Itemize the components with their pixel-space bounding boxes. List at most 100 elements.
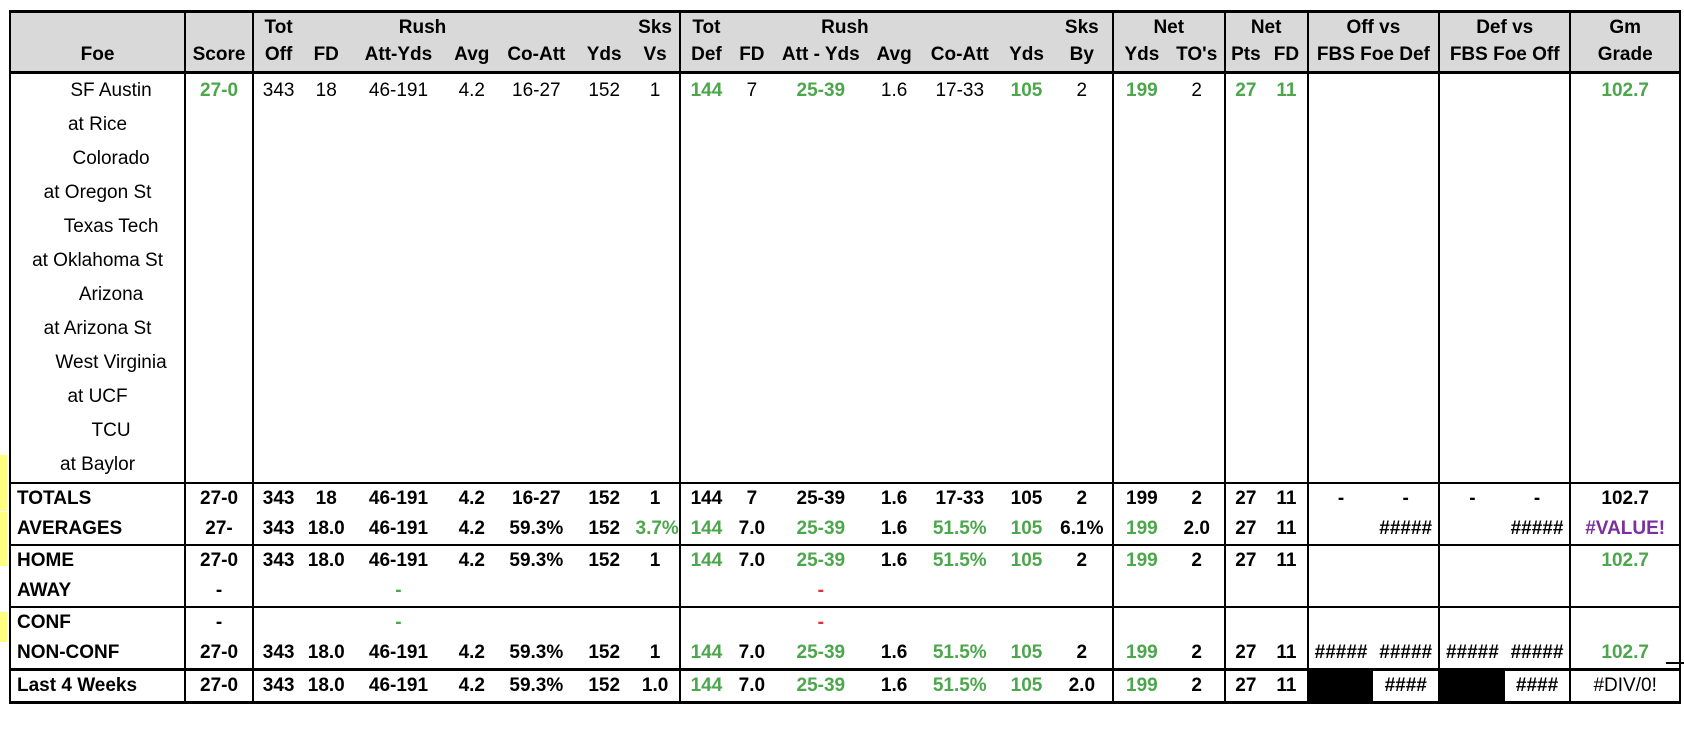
def-b-cell <box>1504 576 1572 607</box>
dco-att-cell <box>918 176 1001 210</box>
off-a-cell <box>1307 668 1374 704</box>
tot-def-value: 144 <box>690 80 723 101</box>
datt-yds-value: 25-39 <box>796 675 846 696</box>
fd-cell: 18.0 <box>303 638 349 670</box>
off-a-cell: - <box>1307 482 1374 514</box>
datt-yds-value: 25-39 <box>796 550 846 571</box>
summary-label: HOME <box>8 544 186 576</box>
tot-off-cell <box>251 606 304 638</box>
game-row: West Virginia <box>8 346 1681 380</box>
row-highlight-marker <box>0 455 7 511</box>
dco-att-cell: 51.5% <box>918 638 1001 670</box>
net-yds-cell <box>1113 142 1170 176</box>
dco-att-cell <box>918 576 1001 607</box>
game-row: Arizona <box>8 278 1681 312</box>
datt-yds-cell: 25-39 <box>772 514 870 545</box>
dfd-cell: 7.0 <box>732 668 772 704</box>
avg-cell <box>447 606 496 638</box>
pts-cell <box>1225 176 1267 210</box>
nfd-cell <box>1266 142 1309 176</box>
foe-cell: SF Austin <box>8 72 186 108</box>
sks-by-value: 2.0 <box>1068 675 1096 696</box>
yds-cell: 152 <box>577 514 632 545</box>
davg-cell: 1.6 <box>870 668 919 704</box>
summary-label: CONF <box>8 606 186 638</box>
att-yds-cell <box>349 210 447 244</box>
score-cell: 27-0 <box>184 668 253 704</box>
co-att-cell <box>496 346 577 380</box>
co-att-value: 16-27 <box>512 488 561 509</box>
grade-value: 102.7 <box>1601 488 1649 509</box>
avg-cell: 4.2 <box>448 514 496 545</box>
dyds-cell <box>1001 606 1052 638</box>
sks-vs-value: 1 <box>649 80 661 101</box>
fd-cell: 18 <box>303 482 350 514</box>
score-cell: - <box>184 576 253 607</box>
summary-label: NON-CONF <box>8 638 186 670</box>
tot-def-cell <box>680 142 733 176</box>
dyds-cell <box>1001 346 1051 380</box>
datt-yds-cell <box>772 210 870 244</box>
sks-vs-value: 1.0 <box>641 675 669 696</box>
foe-cell: Colorado <box>8 142 186 176</box>
off-b-cell <box>1373 244 1441 278</box>
dfd-cell <box>732 108 771 142</box>
davg-cell <box>870 312 918 346</box>
att-yds-cell: 46-191 <box>349 514 447 545</box>
tos-cell <box>1169 448 1226 483</box>
fd-cell <box>303 380 349 414</box>
off-a-cell <box>1307 544 1374 576</box>
row-highlight-marker <box>0 612 7 642</box>
tot-off-cell <box>251 142 304 176</box>
avg-value: 4.2 <box>458 80 485 101</box>
dco-att-value: 17-33 <box>935 488 985 509</box>
hdr-def-vs-top: Def vs <box>1439 10 1572 39</box>
davg-cell <box>870 448 918 483</box>
pts-value: 27 <box>1235 80 1257 101</box>
header-row-1: Tot Rush Sks Tot Rush Sks Net Net Off vs… <box>8 10 1681 39</box>
sks-by-cell: 2 <box>1051 544 1114 576</box>
summary-row-last4: Last 4 Weeks 27-0 343 18.0 46-191 4.2 59.3% 152… <box>8 668 1681 704</box>
fd-cell <box>303 414 349 448</box>
davg-value: 1.6 <box>880 675 908 696</box>
pts-cell <box>1225 448 1267 483</box>
yds-value: 152 <box>588 675 621 696</box>
davg-cell <box>870 142 918 176</box>
hdr-off: Off <box>251 39 304 74</box>
fd-value: 18.0 <box>307 518 345 539</box>
tos-cell <box>1169 346 1226 380</box>
att-yds-value: 46-191 <box>368 675 429 696</box>
off-a-cell <box>1308 278 1374 312</box>
sks-vs-cell: 1 <box>631 482 681 514</box>
score-value: 27-0 <box>200 550 239 571</box>
summary-row-away: AWAY - - - <box>8 576 1681 607</box>
co-att-value: 16-27 <box>512 80 561 101</box>
nfd-value: 11 <box>1276 488 1297 509</box>
nfd-cell <box>1266 108 1309 142</box>
sks-by-cell <box>1051 414 1114 448</box>
sks-vs-cell <box>631 210 681 244</box>
yds-cell: 152 <box>576 482 632 514</box>
pts-cell <box>1224 606 1267 638</box>
dfd-cell: 7.0 <box>732 544 772 576</box>
pts-value: 27 <box>1235 518 1257 539</box>
dfd-cell: 7.0 <box>732 514 771 545</box>
off-b-value: ##### <box>1379 642 1433 663</box>
dfd-cell <box>732 278 771 312</box>
net-yds-cell <box>1113 346 1170 380</box>
avg-cell <box>448 346 496 380</box>
dco-att-cell <box>918 278 1001 312</box>
off-a-cell <box>1308 380 1374 414</box>
nfd-cell: 11 <box>1266 482 1309 514</box>
tot-off-cell <box>251 210 304 244</box>
off-b-cell <box>1373 72 1441 108</box>
dyds-cell: 105 <box>1001 514 1051 545</box>
hdr-blank <box>918 10 1002 39</box>
co-att-cell <box>496 576 577 607</box>
tos-cell <box>1169 576 1226 607</box>
datt-yds-cell: 25-39 <box>771 482 871 514</box>
att-yds-cell <box>349 312 447 346</box>
nfd-cell: 11 <box>1266 668 1309 704</box>
yds-cell <box>577 108 632 142</box>
sks-by-cell: 6.1% <box>1051 514 1114 545</box>
